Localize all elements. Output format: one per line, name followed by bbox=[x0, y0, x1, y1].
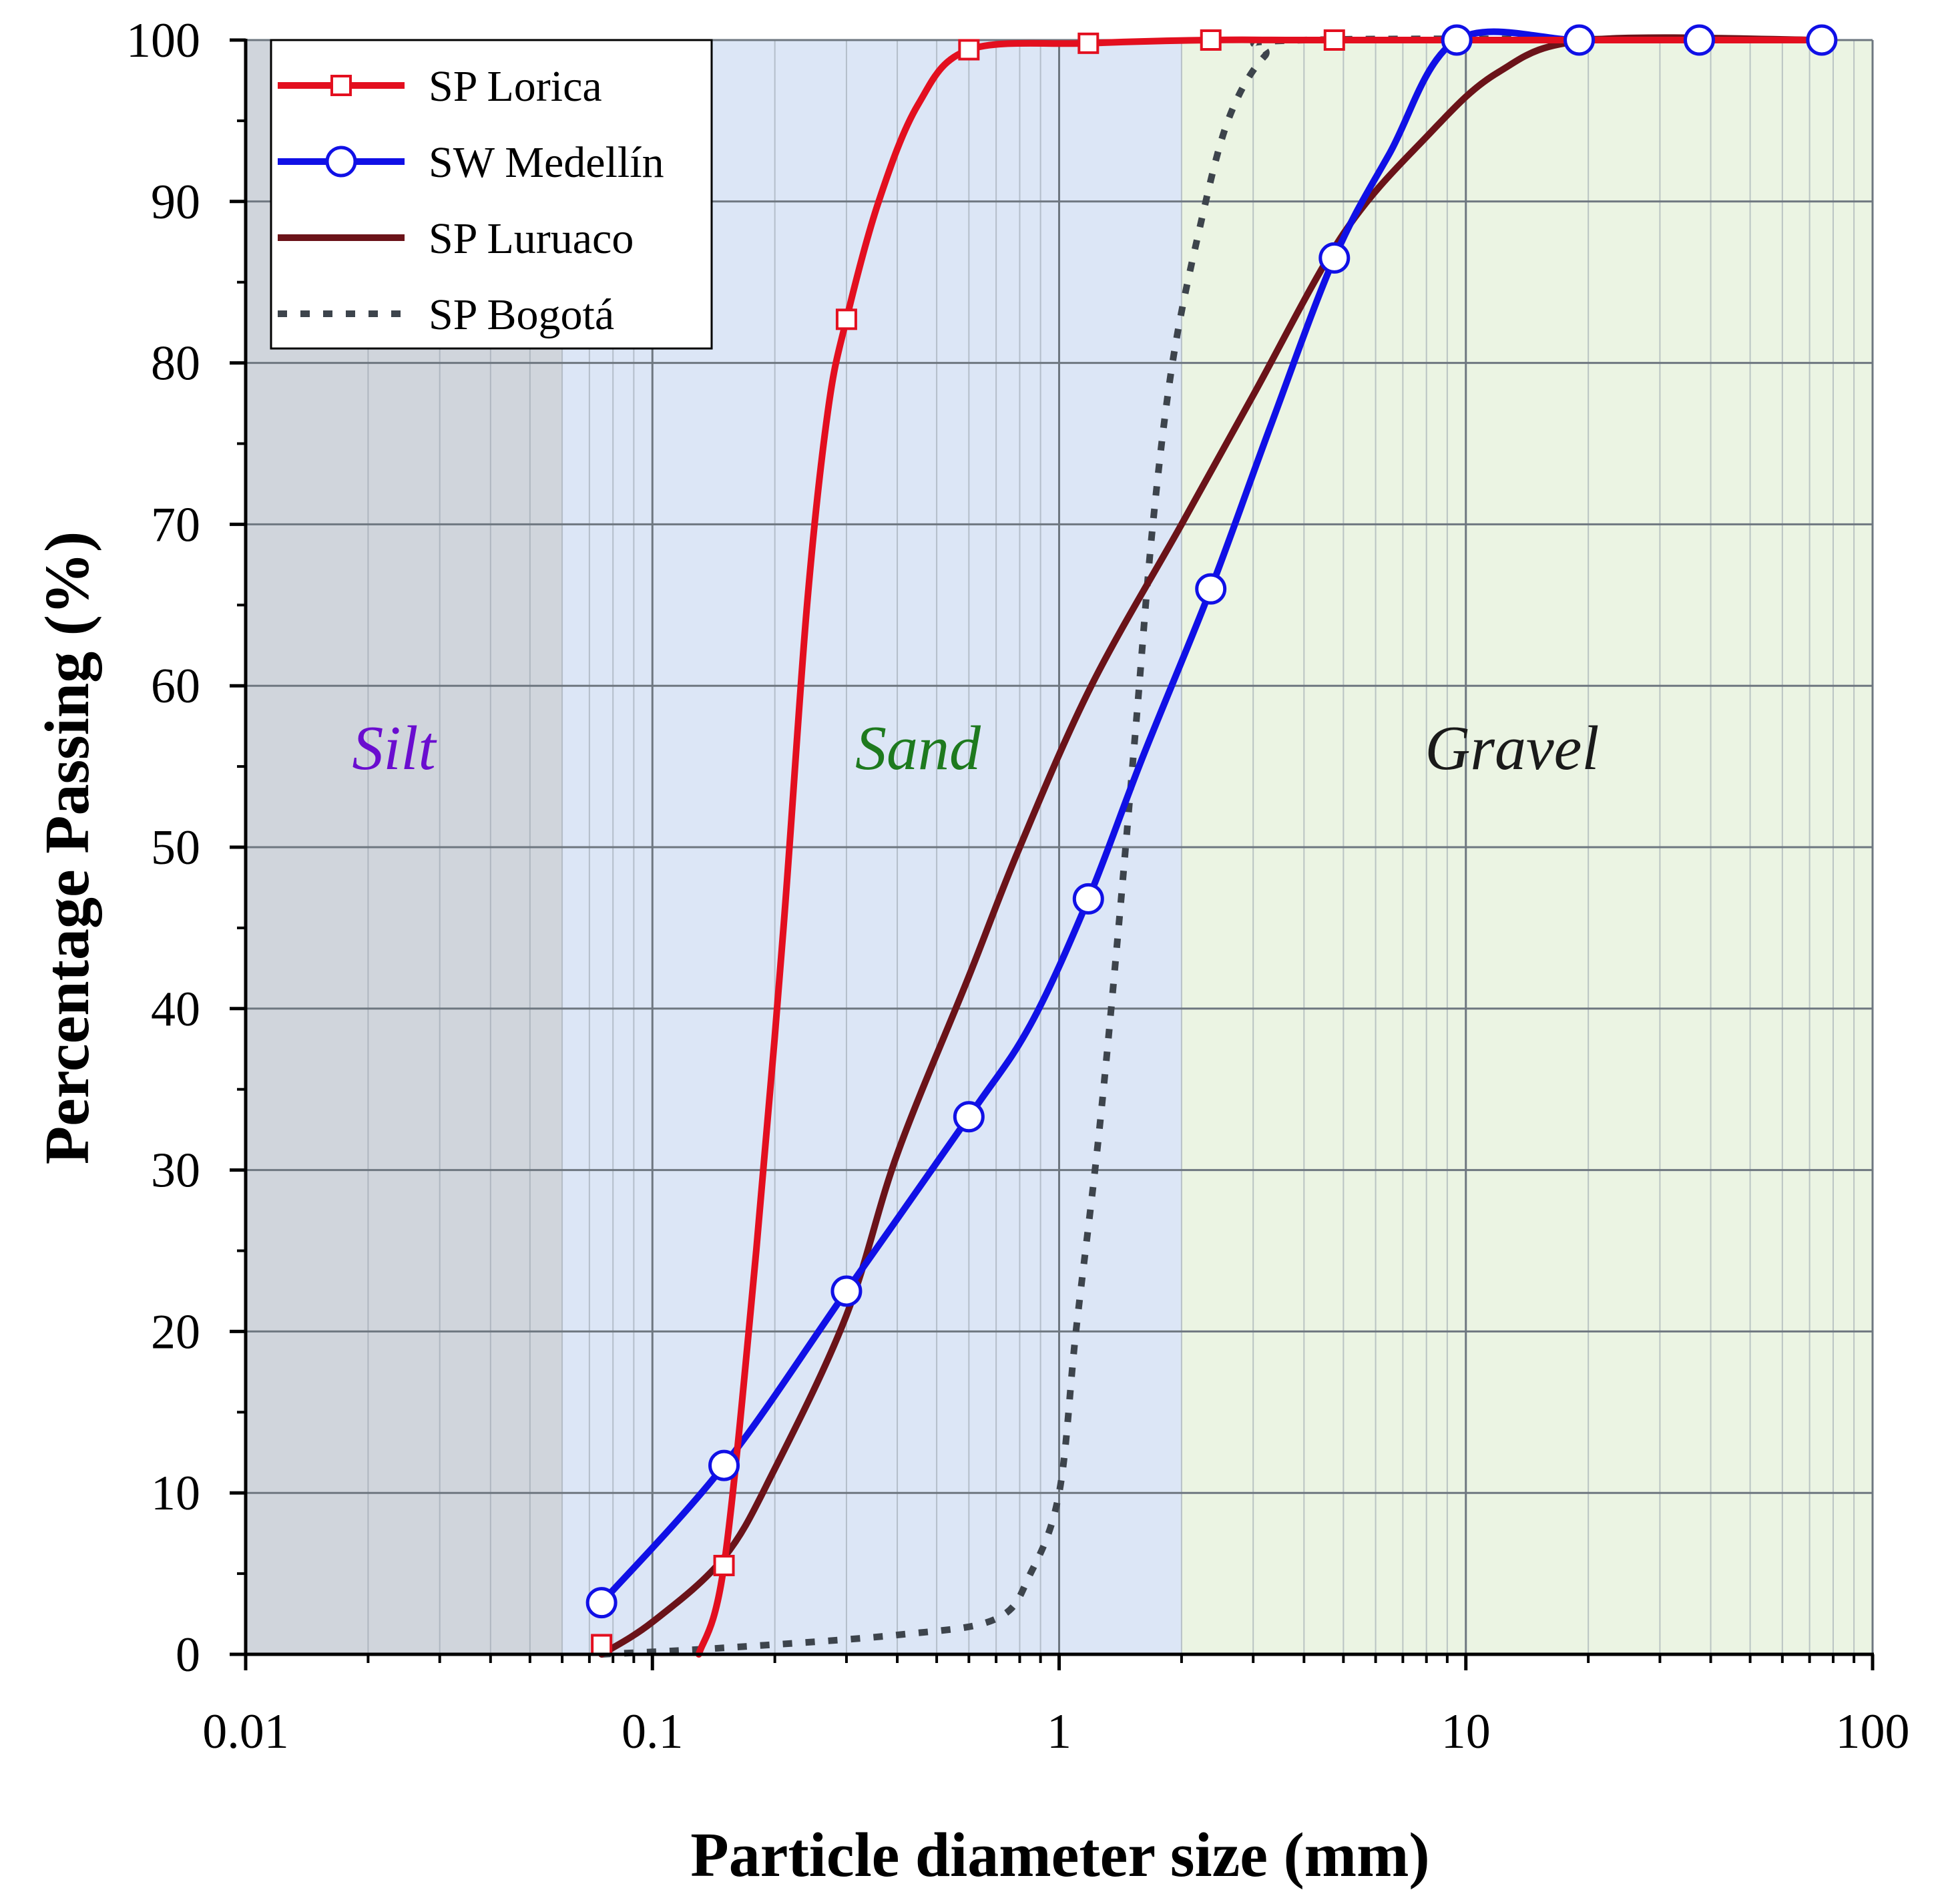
y-tick-label: 90 bbox=[151, 175, 200, 230]
legend-label-sw-medell-n: SW Medellín bbox=[429, 138, 664, 187]
y-tick-label: 50 bbox=[151, 820, 200, 875]
y-tick-label: 40 bbox=[151, 982, 200, 1037]
data-point-sp-lorica bbox=[591, 1634, 613, 1656]
y-tick-label: 80 bbox=[151, 336, 200, 391]
legend-marker-sw-medell-n bbox=[325, 146, 357, 178]
y-tick-label: 30 bbox=[151, 1144, 200, 1198]
axis-ticks bbox=[230, 38, 1875, 1670]
y-tick-label: 10 bbox=[151, 1466, 200, 1521]
y-tick-label: 20 bbox=[151, 1304, 200, 1359]
region-label-gravel: Gravel bbox=[1425, 714, 1599, 783]
data-point-sw-medell-n bbox=[953, 1101, 985, 1133]
series-markers bbox=[585, 24, 1838, 1656]
legend-label-sp-lorica: SP Lorica bbox=[429, 62, 602, 111]
data-point-sw-medell-n bbox=[1195, 573, 1227, 605]
data-point-sp-lorica bbox=[713, 1555, 735, 1577]
data-point-sp-lorica bbox=[1200, 29, 1222, 51]
y-axis-title: Percentage Passing (%) bbox=[33, 531, 102, 1165]
x-tick-label: 0.1 bbox=[622, 1704, 684, 1759]
region-label-silt: Silt bbox=[352, 714, 437, 783]
y-tick-label: 60 bbox=[151, 659, 200, 714]
region-label-sand: Sand bbox=[855, 714, 981, 783]
data-point-sp-lorica bbox=[958, 39, 980, 61]
x-tick-label: 10 bbox=[1441, 1704, 1491, 1759]
data-point-sp-lorica bbox=[835, 308, 857, 330]
x-axis-title: Particle diameter size (mm) bbox=[690, 1821, 1429, 1890]
data-point-sp-lorica bbox=[1077, 32, 1100, 54]
x-tick-label: 100 bbox=[1836, 1704, 1910, 1759]
data-point-sw-medell-n bbox=[830, 1275, 863, 1307]
series-line-sp-bogot- bbox=[601, 35, 1822, 1658]
region-labels: Silt Sand Gravel bbox=[352, 714, 1599, 783]
x-tick-label: 0.01 bbox=[202, 1704, 289, 1759]
legend-marker-sp-lorica bbox=[330, 75, 352, 96]
data-point-sw-medell-n bbox=[1441, 24, 1473, 56]
tick-labels: 0 10 20 30 40 50 60 70 80 90 100 0.01 0.1 1 10 100 bbox=[126, 13, 1910, 1759]
data-point-sw-medell-n bbox=[1563, 24, 1596, 56]
y-tick-label: 70 bbox=[151, 497, 200, 552]
data-point-sw-medell-n bbox=[585, 1587, 618, 1619]
data-point-sw-medell-n bbox=[1806, 24, 1838, 56]
x-tick-label: 1 bbox=[1047, 1704, 1071, 1759]
data-point-sw-medell-n bbox=[708, 1449, 740, 1481]
data-point-sw-medell-n bbox=[1072, 883, 1104, 915]
data-point-sw-medell-n bbox=[1683, 24, 1715, 56]
series-line-sw-medell-n bbox=[598, 28, 1825, 1606]
legend-label-sp-bogot-: SP Bogotá bbox=[429, 290, 614, 339]
series-line-sp-luruaco bbox=[598, 34, 1825, 1658]
legend: SP Lorica SW Medellín SP Luruaco SP Bogotá bbox=[270, 39, 713, 350]
y-tick-label: 0 bbox=[176, 1628, 200, 1682]
y-tick-label: 100 bbox=[126, 13, 200, 68]
legend-label-sp-luruaco: SP Luruaco bbox=[429, 214, 634, 263]
data-point-sw-medell-n bbox=[1318, 242, 1351, 274]
data-point-sp-lorica bbox=[1323, 29, 1345, 51]
